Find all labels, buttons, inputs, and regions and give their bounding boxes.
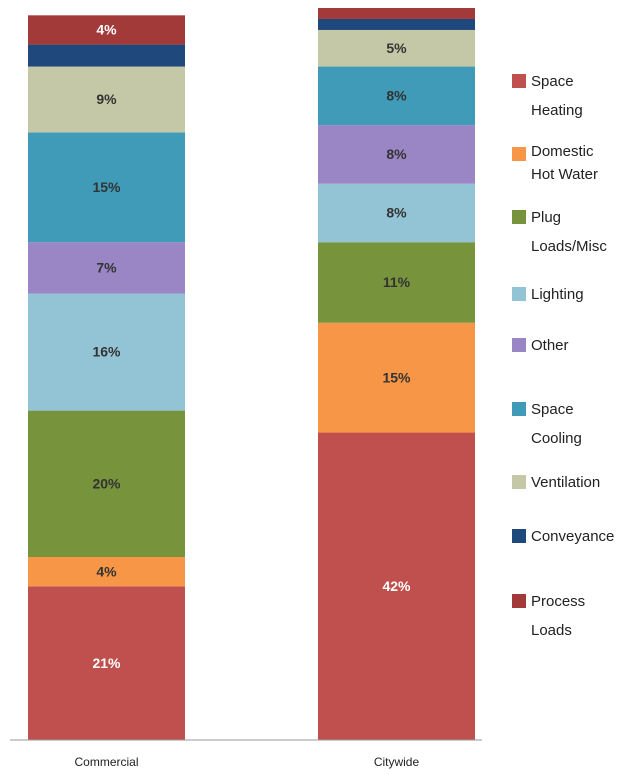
- legend-swatch: [512, 338, 526, 352]
- legend-label: Other: [531, 337, 569, 354]
- legend-label: Lighting: [531, 286, 584, 303]
- value-label: 4%: [96, 563, 117, 579]
- bar-segment: [28, 557, 185, 587]
- bar-segment: [318, 432, 475, 740]
- value-label: 5%: [386, 40, 407, 56]
- bar-segment: [28, 132, 185, 243]
- value-label: 9%: [96, 91, 117, 107]
- bar-segment: [28, 242, 185, 294]
- value-label: 15%: [92, 179, 121, 195]
- legend-swatch: [512, 475, 526, 489]
- bar-segment: [318, 183, 475, 243]
- bar-segment: [28, 410, 185, 557]
- value-label: 42%: [382, 578, 411, 594]
- value-label: 4%: [96, 22, 117, 38]
- legend-swatch: [512, 287, 526, 301]
- legend-label: Process Loads: [531, 593, 586, 639]
- legend-label: Conveyance: [531, 528, 615, 545]
- legend-item: Domestic Hot Water: [512, 141, 615, 186]
- bar-segment: [318, 29, 475, 67]
- legend-label: Ventilation: [531, 474, 601, 491]
- bar-segment: [318, 18, 475, 30]
- legend-swatch: [512, 147, 526, 161]
- legend-swatch: [512, 74, 526, 88]
- legend-item: Ventilation: [512, 469, 615, 497]
- legend-item: Lighting: [512, 281, 615, 309]
- legend-item: Space Heating: [512, 68, 615, 125]
- legend-item: Space Cooling: [512, 396, 615, 453]
- legend-label: Space Heating: [531, 73, 583, 119]
- legend-swatch: [512, 529, 526, 543]
- x-tick-label: Commercial: [74, 755, 138, 769]
- value-label: 16%: [92, 344, 121, 360]
- bar-segment: [28, 293, 185, 411]
- bar-segment: [318, 242, 475, 323]
- legend-label: Space Cooling: [531, 401, 582, 447]
- value-label: 7%: [96, 260, 117, 276]
- x-tick-label: Citywide: [374, 755, 420, 769]
- legend-swatch: [512, 210, 526, 224]
- bar-segment: [318, 8, 475, 19]
- plot: 21% 4% 20% 16% 7% 15% 9% 4% Commercial 42% 15% 11% 8…: [10, 8, 482, 769]
- value-label: 11%: [383, 274, 411, 290]
- legend-item: Other: [512, 332, 615, 360]
- value-label: 8%: [386, 205, 407, 221]
- legend-swatch: [512, 594, 526, 608]
- legend-label: Plug Loads/Misc: [531, 209, 607, 255]
- value-label: 15%: [382, 369, 411, 385]
- value-label: 8%: [386, 88, 407, 104]
- legend-item: Plug Loads/Misc: [512, 204, 615, 261]
- value-label: 21%: [92, 655, 121, 671]
- bar-segment: [318, 66, 475, 126]
- legend-item: Conveyance: [512, 523, 615, 551]
- legend-label: Domestic Hot Water: [531, 143, 598, 183]
- bar-segment: [28, 15, 185, 45]
- value-label: 20%: [92, 476, 121, 492]
- value-label: 8%: [386, 146, 407, 162]
- legend-item: Process Loads: [512, 588, 615, 645]
- bar-segment: [318, 322, 475, 433]
- bar-segment: [318, 125, 475, 184]
- bar-segment: [28, 586, 185, 740]
- legend-swatch: [512, 402, 526, 416]
- bar-segment: [28, 44, 185, 67]
- bar-segment: [28, 66, 185, 133]
